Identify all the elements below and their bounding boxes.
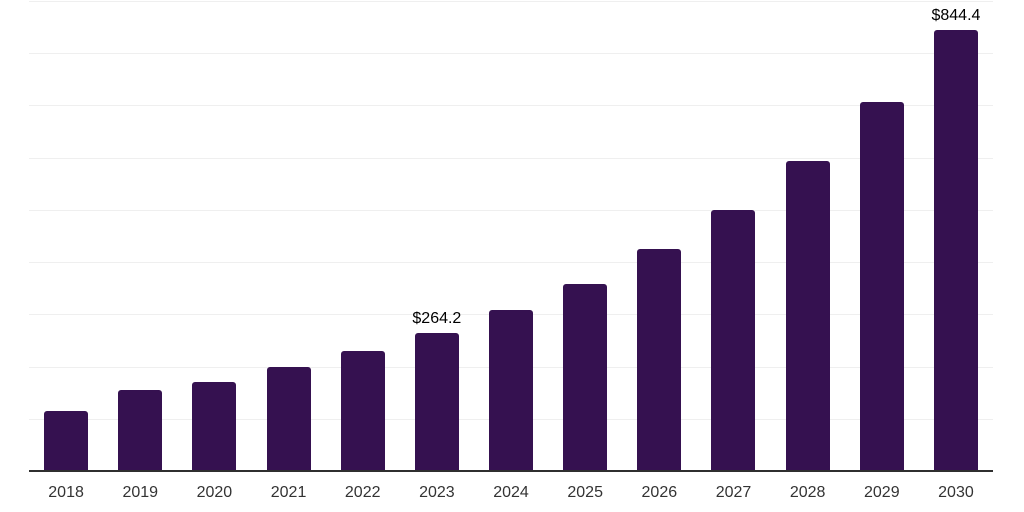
bar-band-2030: $844.4 <box>919 1 993 471</box>
bar-band-2020 <box>177 1 251 471</box>
bars-row: $264.2 $844.4 <box>29 1 993 471</box>
x-tick-label-2019: 2019 <box>122 484 159 501</box>
bar-2030 <box>933 30 978 471</box>
bar-band-2026 <box>622 1 696 471</box>
bar-band-2023: $264.2 <box>400 1 474 471</box>
bar-band-2024 <box>474 1 548 471</box>
x-axis-labels: 2018 2019 2020 2021 2022 2023 2024 2025 2026 2027… <box>29 484 993 502</box>
gridline-400 <box>29 262 993 264</box>
bar-2022 <box>340 350 385 471</box>
bar-band-2021 <box>251 1 325 471</box>
bar-2028 <box>785 160 830 471</box>
bar-2021 <box>266 367 311 471</box>
x-tick-label-2029: 2029 <box>864 484 900 501</box>
bar-2023 <box>414 333 459 471</box>
x-tick-label-2024: 2024 <box>493 484 529 501</box>
bar-band-2027 <box>696 1 770 471</box>
bar-2018 <box>44 411 89 471</box>
bar-band-2025 <box>548 1 622 471</box>
bar-2027 <box>711 209 756 471</box>
bar-2020 <box>192 382 237 471</box>
x-tick-label-2018: 2018 <box>48 484 84 501</box>
data-label-2023: $264.2 <box>412 310 462 328</box>
x-tick-label-2030: 2030 <box>938 484 974 501</box>
x-tick-label-2020: 2020 <box>196 484 233 501</box>
gridline-500 <box>29 209 993 211</box>
bar-2029 <box>859 101 904 471</box>
gridline-600 <box>29 157 993 159</box>
x-tick-label-2027: 2027 <box>715 484 752 501</box>
plot-area: $264.2 $844.4 <box>29 1 993 471</box>
bar-band-2029 <box>845 1 919 471</box>
bar-2019 <box>118 389 163 471</box>
x-tick-label-2023: 2023 <box>419 484 455 501</box>
bar-band-2019 <box>103 1 177 471</box>
data-label-2030: $844.4 <box>931 7 981 25</box>
gridline-800 <box>29 53 993 55</box>
x-tick-label-2028: 2028 <box>789 484 826 501</box>
bar-band-2028 <box>771 1 845 471</box>
x-tick-label-2026: 2026 <box>641 484 678 501</box>
x-tick-label-2022: 2022 <box>344 484 381 501</box>
bar-band-2018 <box>29 1 103 471</box>
x-axis-line <box>29 470 993 472</box>
x-tick-label-2025: 2025 <box>567 484 603 501</box>
gridline-700 <box>29 105 993 107</box>
bar-2026 <box>637 249 682 471</box>
x-tick-label-2021: 2021 <box>270 484 307 501</box>
bar-2024 <box>489 310 534 471</box>
bar-2025 <box>563 283 608 471</box>
gridline-900 <box>29 1 993 2</box>
bar-band-2022 <box>326 1 400 471</box>
